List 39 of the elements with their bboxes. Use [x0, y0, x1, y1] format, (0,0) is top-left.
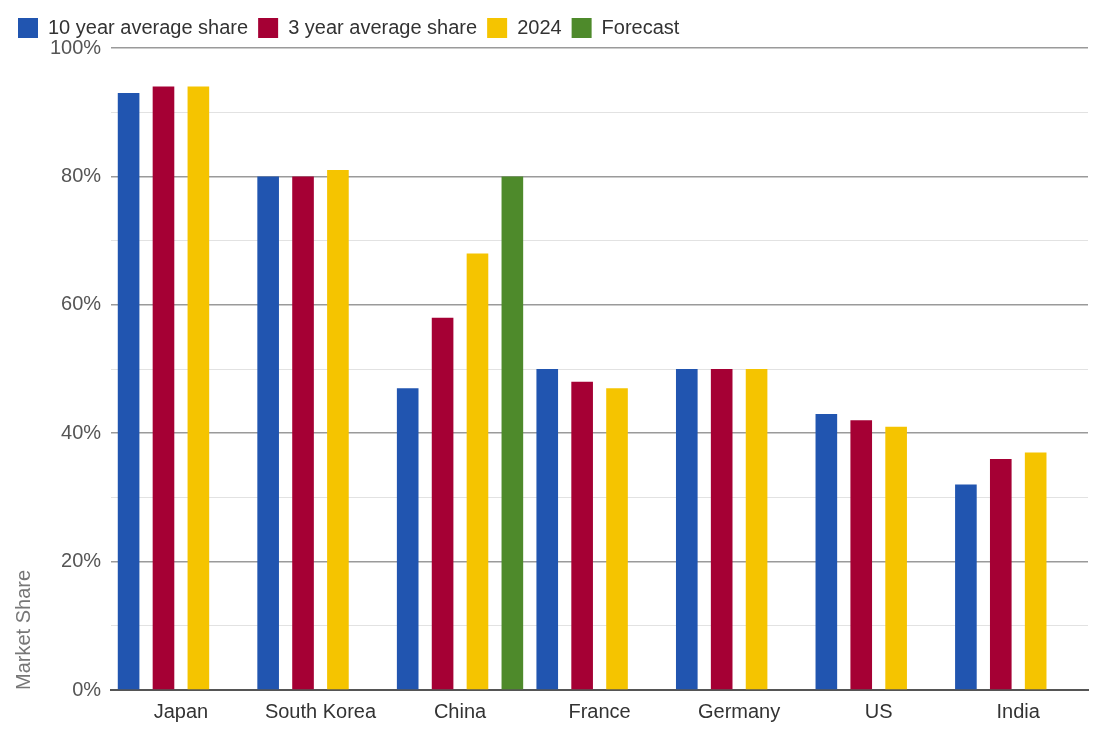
bar: [1024, 452, 1047, 690]
bar: [431, 317, 454, 690]
bar: [292, 176, 314, 690]
bar: [745, 369, 768, 690]
bar: [850, 420, 873, 690]
bar: [257, 176, 279, 690]
bar: [117, 92, 140, 690]
y-tick-label: 0%: [72, 677, 102, 700]
bar: [466, 253, 489, 690]
x-tick-label: China: [433, 699, 488, 722]
x-tick-label: Japan: [153, 699, 209, 722]
legend-label: 2024: [517, 15, 562, 38]
x-tick-label: France: [568, 699, 631, 722]
y-axis-title: Market Share: [11, 569, 34, 690]
x-tick-label: South Korea: [264, 699, 377, 722]
x-tick-label: Germany: [698, 699, 781, 722]
bar: [396, 388, 419, 690]
legend-label: Forecast: [601, 15, 680, 38]
x-tick-label: India: [996, 699, 1041, 722]
bar: [327, 169, 349, 690]
bar: [989, 458, 1012, 690]
bar: [536, 369, 559, 690]
y-tick-label: 20%: [61, 549, 102, 572]
legend-label: 10 year average share: [48, 15, 249, 38]
bar: [152, 86, 175, 690]
bar: [675, 369, 698, 690]
bar: [955, 484, 977, 690]
bar: [815, 413, 838, 690]
bar: [187, 86, 210, 690]
bar: [885, 426, 907, 690]
bar: [710, 369, 733, 690]
legend-label: 3 year average share: [288, 15, 478, 38]
y-tick-label: 80%: [61, 163, 102, 186]
x-tick-label: US: [864, 699, 893, 722]
y-tick-label: 40%: [61, 420, 102, 443]
bar: [571, 381, 593, 690]
bar: [606, 388, 628, 690]
y-tick-label: 60%: [61, 292, 102, 315]
bar: [501, 176, 524, 690]
